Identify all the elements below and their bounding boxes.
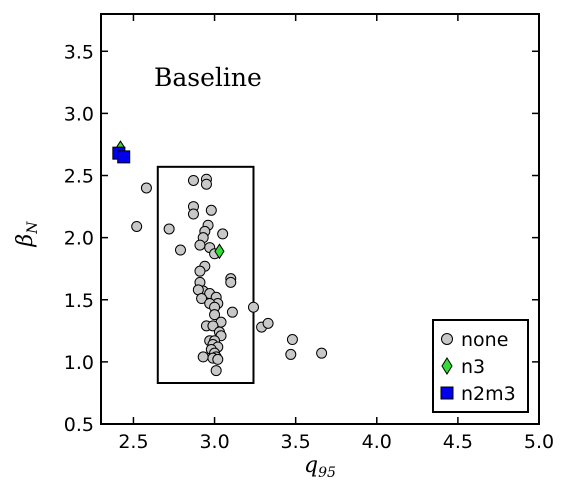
x-axis-label: q95 bbox=[304, 453, 336, 481]
point-none bbox=[316, 347, 328, 359]
x-tick-label: 4.5 bbox=[443, 431, 473, 453]
point-none bbox=[247, 301, 259, 313]
legend-label-n2m3: n2m3 bbox=[461, 383, 516, 405]
point-none bbox=[187, 174, 199, 186]
plot-frame bbox=[100, 13, 540, 425]
point-none bbox=[205, 204, 217, 216]
point-n3 bbox=[214, 243, 225, 260]
legend-label-n3: n3 bbox=[461, 356, 485, 378]
legend-label-none: none bbox=[461, 329, 508, 351]
point-none bbox=[217, 228, 229, 240]
point-none bbox=[226, 306, 238, 318]
point-none bbox=[187, 208, 199, 220]
x-tick-label: 3.5 bbox=[281, 431, 311, 453]
point-none bbox=[286, 334, 298, 346]
y-tick-label: 2.0 bbox=[64, 228, 94, 250]
y-tick-label: 2.5 bbox=[64, 166, 94, 188]
x-tick-label: 2.5 bbox=[118, 431, 148, 453]
point-none bbox=[131, 220, 143, 232]
point-none bbox=[197, 351, 209, 363]
y-tick-label: 1.0 bbox=[64, 352, 94, 374]
point-none bbox=[285, 348, 297, 360]
point-none bbox=[163, 223, 175, 235]
legend-marker-none bbox=[441, 333, 453, 345]
x-tick-label: 4.0 bbox=[362, 431, 392, 453]
point-none bbox=[225, 276, 237, 288]
y-axis-label: βN bbox=[13, 221, 41, 248]
y-tick-label: 3.0 bbox=[64, 103, 94, 125]
point-none bbox=[140, 182, 152, 194]
legend-marker-n2m3 bbox=[440, 386, 454, 400]
legend: none n3 n2m3 bbox=[432, 319, 529, 413]
point-none bbox=[194, 239, 206, 251]
point-none bbox=[210, 365, 222, 377]
highlight-box bbox=[156, 165, 255, 384]
legend-marker-n3 bbox=[441, 357, 453, 375]
point-none bbox=[209, 309, 221, 321]
point-none bbox=[174, 244, 186, 256]
point-none bbox=[262, 317, 274, 329]
point-n2m3 bbox=[117, 150, 131, 164]
x-tick-label: 3.0 bbox=[199, 431, 229, 453]
annotation-baseline: Baseline bbox=[154, 63, 262, 92]
y-tick-label: 1.5 bbox=[64, 290, 94, 312]
point-none bbox=[196, 293, 208, 305]
y-tick-label: 0.5 bbox=[64, 414, 94, 436]
point-none bbox=[212, 353, 224, 365]
y-tick-label: 3.5 bbox=[64, 41, 94, 63]
point-none bbox=[194, 265, 206, 277]
point-none bbox=[200, 178, 212, 190]
x-tick-label: 5.0 bbox=[524, 431, 554, 453]
